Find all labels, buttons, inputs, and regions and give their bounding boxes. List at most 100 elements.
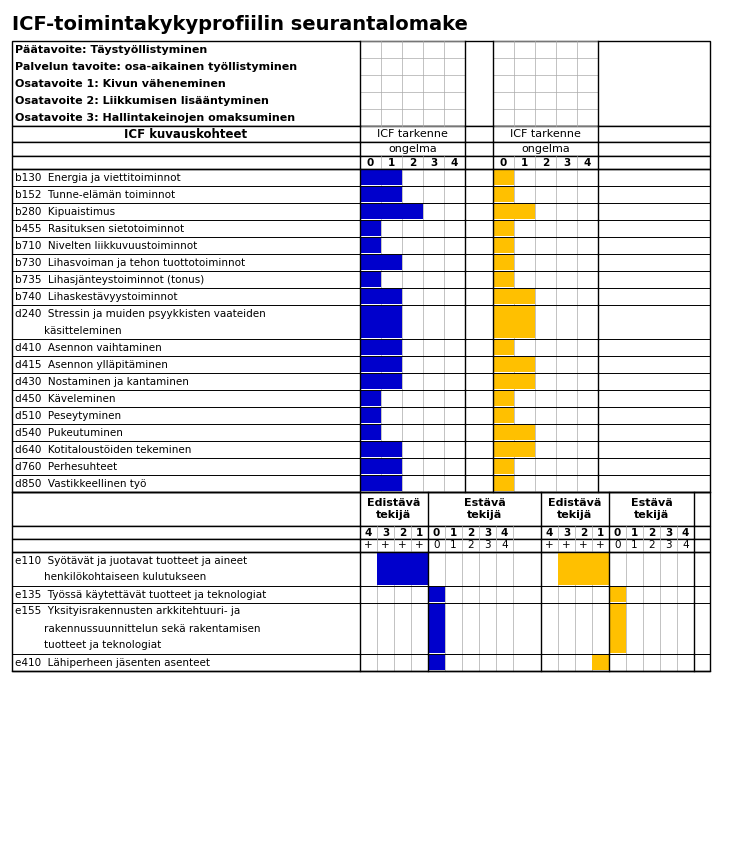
Bar <box>493 306 535 338</box>
Text: 1: 1 <box>597 527 604 537</box>
Bar <box>12 586 710 603</box>
Text: +: + <box>364 541 373 551</box>
Text: 4: 4 <box>501 527 508 537</box>
Text: d540  Pukeutuminen: d540 Pukeutuminen <box>15 427 123 437</box>
Text: 4: 4 <box>682 527 689 537</box>
Text: 3: 3 <box>563 527 570 537</box>
Text: Osatavoite 1: Kivun väheneminen: Osatavoite 1: Kivun väheneminen <box>15 78 226 88</box>
Text: 2: 2 <box>409 157 416 167</box>
Bar <box>493 272 514 287</box>
Text: b280  Kipuaistimus: b280 Kipuaistimus <box>15 207 115 216</box>
Bar <box>12 654 710 671</box>
Bar <box>12 305 710 339</box>
Text: 2: 2 <box>648 527 655 537</box>
Bar <box>360 340 402 355</box>
Bar <box>12 356 710 373</box>
Text: Päätavoite: Täystyöllistyminen: Päätavoite: Täystyöllistyminen <box>15 45 207 55</box>
Bar <box>12 156 710 169</box>
Text: ICF kuvauskohteet: ICF kuvauskohteet <box>125 128 248 140</box>
Text: 2: 2 <box>648 541 655 551</box>
Text: 4: 4 <box>451 157 459 167</box>
Bar <box>493 374 535 389</box>
Bar <box>493 476 514 491</box>
Text: Estävä
tekijä: Estävä tekijä <box>631 498 672 520</box>
Text: +: + <box>596 541 605 551</box>
Text: 4: 4 <box>584 157 591 167</box>
Bar <box>360 170 402 185</box>
Text: 1: 1 <box>416 527 423 537</box>
Text: d410  Asennon vaihtaminen: d410 Asennon vaihtaminen <box>15 342 162 352</box>
Text: Palvelun tavoite: osa-aikainen työllistyminen: Palvelun tavoite: osa-aikainen työllisty… <box>15 61 297 71</box>
Text: 1: 1 <box>450 527 457 537</box>
Bar <box>12 186 710 203</box>
Bar <box>12 220 710 237</box>
Text: 0: 0 <box>615 541 621 551</box>
Text: 1: 1 <box>631 541 638 551</box>
Bar <box>12 458 710 475</box>
Bar <box>12 539 710 552</box>
Text: b130  Energia ja viettitoiminnot: b130 Energia ja viettitoiminnot <box>15 172 181 182</box>
Text: e155  Yksityisrakennusten arkkitehtuuri- ja: e155 Yksityisrakennusten arkkitehtuuri- … <box>15 606 241 616</box>
Bar <box>493 204 535 219</box>
Bar <box>12 254 710 271</box>
Text: b735  Lihasjänteystoiminnot (tonus): b735 Lihasjänteystoiminnot (tonus) <box>15 274 204 284</box>
Bar <box>12 441 710 458</box>
Text: +: + <box>381 541 390 551</box>
Bar <box>360 442 402 457</box>
Text: ICF tarkenne: ICF tarkenne <box>377 129 448 139</box>
Text: 3: 3 <box>484 527 491 537</box>
Bar <box>12 373 710 390</box>
Bar <box>360 272 381 287</box>
Text: +: + <box>416 541 424 551</box>
Bar <box>360 187 402 202</box>
Bar <box>558 553 609 585</box>
Text: 0: 0 <box>367 157 374 167</box>
Bar <box>360 425 381 440</box>
Text: +: + <box>579 541 588 551</box>
Text: ICF tarkenne: ICF tarkenne <box>510 129 581 139</box>
Bar <box>12 526 710 539</box>
Text: rakennussuunnittelun sekä rakentamisen: rakennussuunnittelun sekä rakentamisen <box>44 623 260 633</box>
Bar <box>12 424 710 441</box>
Text: Osatavoite 2: Liikkumisen lisääntyminen: Osatavoite 2: Liikkumisen lisääntyminen <box>15 96 269 105</box>
Bar <box>360 459 402 474</box>
Text: 0: 0 <box>614 527 621 537</box>
Text: d450  Käveleminen: d450 Käveleminen <box>15 394 115 404</box>
Text: d760  Perhesuhteet: d760 Perhesuhteet <box>15 462 117 472</box>
Bar <box>12 390 710 407</box>
Text: 3: 3 <box>382 527 389 537</box>
Bar <box>377 553 428 585</box>
Bar <box>360 204 423 219</box>
Text: 3: 3 <box>665 527 672 537</box>
Bar <box>360 238 381 253</box>
Text: 3: 3 <box>430 157 437 167</box>
Text: Estävä
tekijä: Estävä tekijä <box>464 498 505 520</box>
Text: ongelma: ongelma <box>388 144 437 154</box>
Text: 2: 2 <box>467 527 474 537</box>
Text: +: + <box>562 541 571 551</box>
Text: d430  Nostaminen ja kantaminen: d430 Nostaminen ja kantaminen <box>15 377 189 387</box>
Bar <box>360 306 402 338</box>
Bar <box>12 126 710 142</box>
Text: 1: 1 <box>521 157 528 167</box>
Text: Osatavoite 3: Hallintakeinojen omaksuminen: Osatavoite 3: Hallintakeinojen omaksumin… <box>15 113 295 123</box>
Text: b710  Nivelten liikkuvuustoiminnot: b710 Nivelten liikkuvuustoiminnot <box>15 241 198 251</box>
Bar <box>12 288 710 305</box>
Bar <box>12 169 710 186</box>
Text: 3: 3 <box>563 157 570 167</box>
Bar <box>493 442 535 457</box>
Text: 4: 4 <box>546 527 553 537</box>
Text: +: + <box>545 541 554 551</box>
Bar <box>428 655 445 670</box>
Text: henkilökohtaiseen kulutukseen: henkilökohtaiseen kulutukseen <box>44 573 206 583</box>
Bar <box>12 552 710 586</box>
Bar <box>12 603 710 654</box>
Text: 0: 0 <box>500 157 507 167</box>
Bar <box>493 238 514 253</box>
Text: b152  Tunne-elämän toiminnot: b152 Tunne-elämän toiminnot <box>15 189 175 199</box>
Bar <box>360 289 402 304</box>
Text: 1: 1 <box>388 157 395 167</box>
Text: Edistävä
tekijä: Edistävä tekijä <box>548 498 601 520</box>
Text: Edistävä
tekijä: Edistävä tekijä <box>367 498 421 520</box>
Text: d510  Peseytyminen: d510 Peseytyminen <box>15 410 121 420</box>
